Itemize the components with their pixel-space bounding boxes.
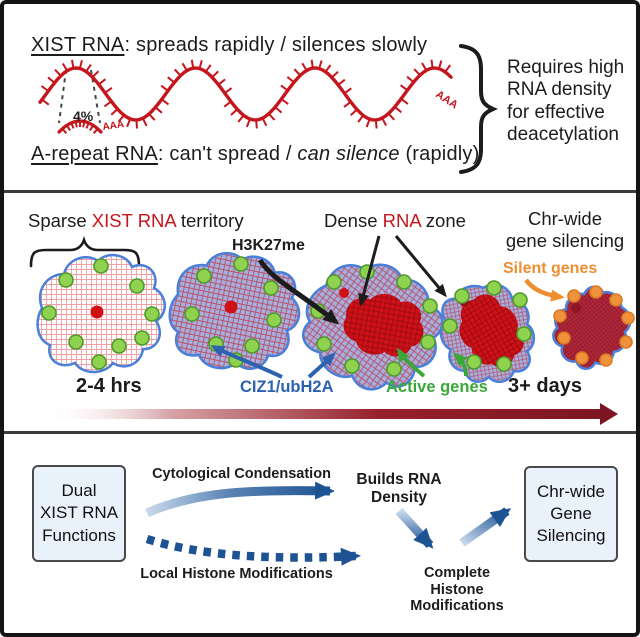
- four-percent-label: 4%: [73, 108, 94, 124]
- active-gene-dots-1: [41, 258, 160, 370]
- arepeat-term: A-repeat RNA: [31, 143, 158, 165]
- brace-icon: [459, 44, 498, 174]
- sparse-tail: territory: [175, 210, 244, 231]
- dense-rna: RNA: [382, 210, 421, 231]
- dual-functions-box: Dual XIST RNA Functions: [32, 465, 126, 562]
- active-genes-label: Active genes: [386, 378, 488, 396]
- condensation-arrow: [145, 481, 335, 518]
- silent-genes-label: Silent genes: [503, 260, 598, 277]
- active-genes-arrow-left: [396, 347, 426, 378]
- panel-territory-timeline: Sparse XIST RNA territory H3K27me Dense …: [4, 196, 636, 434]
- complete-histone-label: Complete Histone Modifications: [410, 565, 504, 615]
- polya-tail-long: AAA: [433, 88, 460, 111]
- histone-modification-dashed-arrow: [145, 534, 361, 566]
- xist-headline-term: XIST RNA: [31, 34, 125, 56]
- time-end-label: 3+ days: [508, 375, 582, 397]
- territory-blob-silenced: [537, 274, 636, 383]
- flow-arrows-graphic: [145, 481, 512, 566]
- xist-headline: XIST RNA: spreads rapidly / silences slo…: [31, 34, 427, 57]
- time-start-label: 2-4 hrs: [76, 375, 142, 397]
- condensation-label: Cytological Condensation: [152, 466, 331, 482]
- active-genes-arrow-right: [453, 352, 468, 377]
- arepeat-headline: A-repeat RNA: can't spread / can silence…: [31, 143, 479, 166]
- ciz1-label: CIZ1/ubH2A: [240, 378, 334, 396]
- rna-wave-graphic: 4% AAA AAA: [38, 44, 498, 174]
- xist-headline-rest: : spreads rapidly / silences slowly: [124, 34, 428, 56]
- dense-zone-label: Dense RNA zone: [324, 210, 466, 232]
- arepeat-tail: (rapidly): [399, 143, 480, 165]
- density-to-complete-arrow: [395, 507, 434, 549]
- builds-density-label: Builds RNA Density: [356, 471, 442, 506]
- density-note: Requires high RNA density for effective …: [507, 57, 625, 146]
- ciz1-arrow-left: [210, 345, 283, 379]
- dense-zone-arrow-left: [358, 235, 381, 307]
- dense-tail: zone: [420, 210, 466, 231]
- panel-function-flow: Dual XIST RNA Functions Cytological Cond…: [4, 437, 636, 633]
- timeline-arrow: [50, 403, 618, 425]
- complete-to-silencing-arrow: [459, 507, 512, 547]
- polya-tail-short: AAA: [102, 119, 125, 133]
- sparse-lead: Sparse: [28, 210, 92, 231]
- chr-wide-silencing-label: Chr-wide gene silencing: [505, 208, 625, 251]
- territory-graphic: [29, 235, 636, 425]
- dense-lead: Dense: [324, 210, 383, 231]
- panel-rna-schematic: XIST RNA: spreads rapidly / silences slo…: [4, 4, 636, 193]
- ciz1-arrow-right: [307, 352, 336, 379]
- active-gene-dots-2: [184, 256, 282, 368]
- h3k27me-label: H3K27me: [232, 237, 305, 254]
- silent-gene-dots: [553, 285, 635, 367]
- sparse-xist-rna: XIST RNA: [91, 210, 176, 231]
- arepeat-mid: : can't spread /: [157, 143, 298, 165]
- chr-wide-box: Chr-wide Gene Silencing: [524, 466, 618, 562]
- sparse-territory-brace-icon: [29, 235, 141, 268]
- sparse-territory-label: Sparse XIST RNA territory: [28, 210, 244, 232]
- arepeat-italic: can silence: [297, 143, 400, 165]
- local-histone-label: Local Histone Modifications: [140, 566, 333, 582]
- a-repeat-arc-icon: [57, 119, 103, 134]
- h3k27me-arrow: [257, 258, 340, 325]
- silent-genes-arrow: [524, 278, 565, 302]
- dense-zone-arrow-right: [394, 235, 447, 298]
- active-gene-dots-4: [442, 280, 532, 372]
